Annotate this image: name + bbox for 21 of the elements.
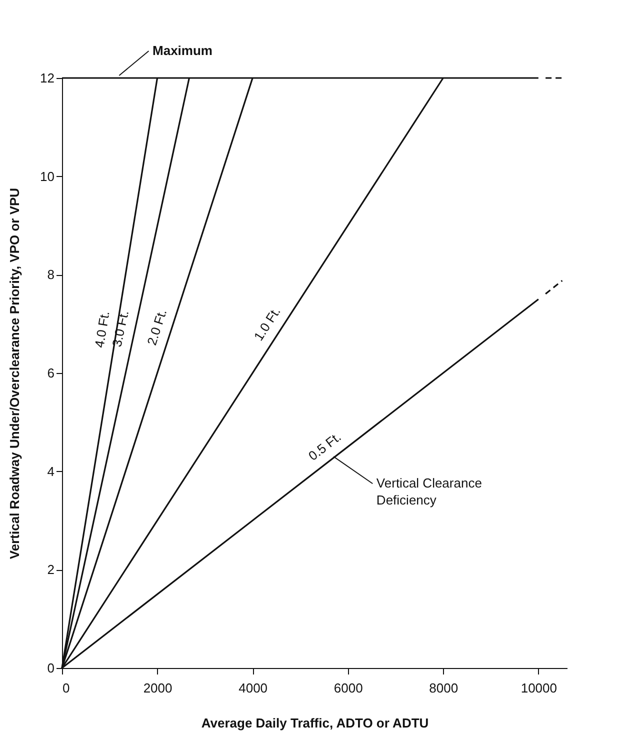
y-axis-title: Vertical Roadway Under/Overclearance Priority, VPO or VPU: [7, 188, 22, 560]
x-tick-label: 2000: [143, 680, 172, 696]
text: 4.0 Ft.: [92, 310, 112, 349]
y-tick-label: 0: [47, 660, 54, 676]
annotation: Maximum: [152, 42, 212, 58]
y-tick-label: 12: [40, 70, 54, 86]
y-tick-label: 6: [47, 366, 54, 380]
text: 0.5 Ft.: [306, 429, 344, 464]
y-tick-label: 2: [47, 562, 54, 578]
x-tick-label: 8000: [429, 680, 458, 696]
x-tick-label: 0: [62, 680, 70, 696]
x-tick-label: 4000: [238, 680, 268, 696]
y-tick-label: 10: [40, 168, 54, 184]
text: 1.0 Ft.: [250, 304, 284, 344]
x-tick-label: 6000: [334, 680, 363, 696]
x-tick-label: 10000: [520, 680, 557, 696]
annotation: Vertical Clearance Deficiency: [376, 476, 482, 508]
text: 2.0 Ft.: [144, 307, 170, 348]
y-tick-label: 8: [47, 267, 54, 282]
y-tick-label: 4: [47, 464, 54, 479]
x-axis-title: Average Daily Traffic, ADTO or ADTU: [201, 716, 429, 730]
